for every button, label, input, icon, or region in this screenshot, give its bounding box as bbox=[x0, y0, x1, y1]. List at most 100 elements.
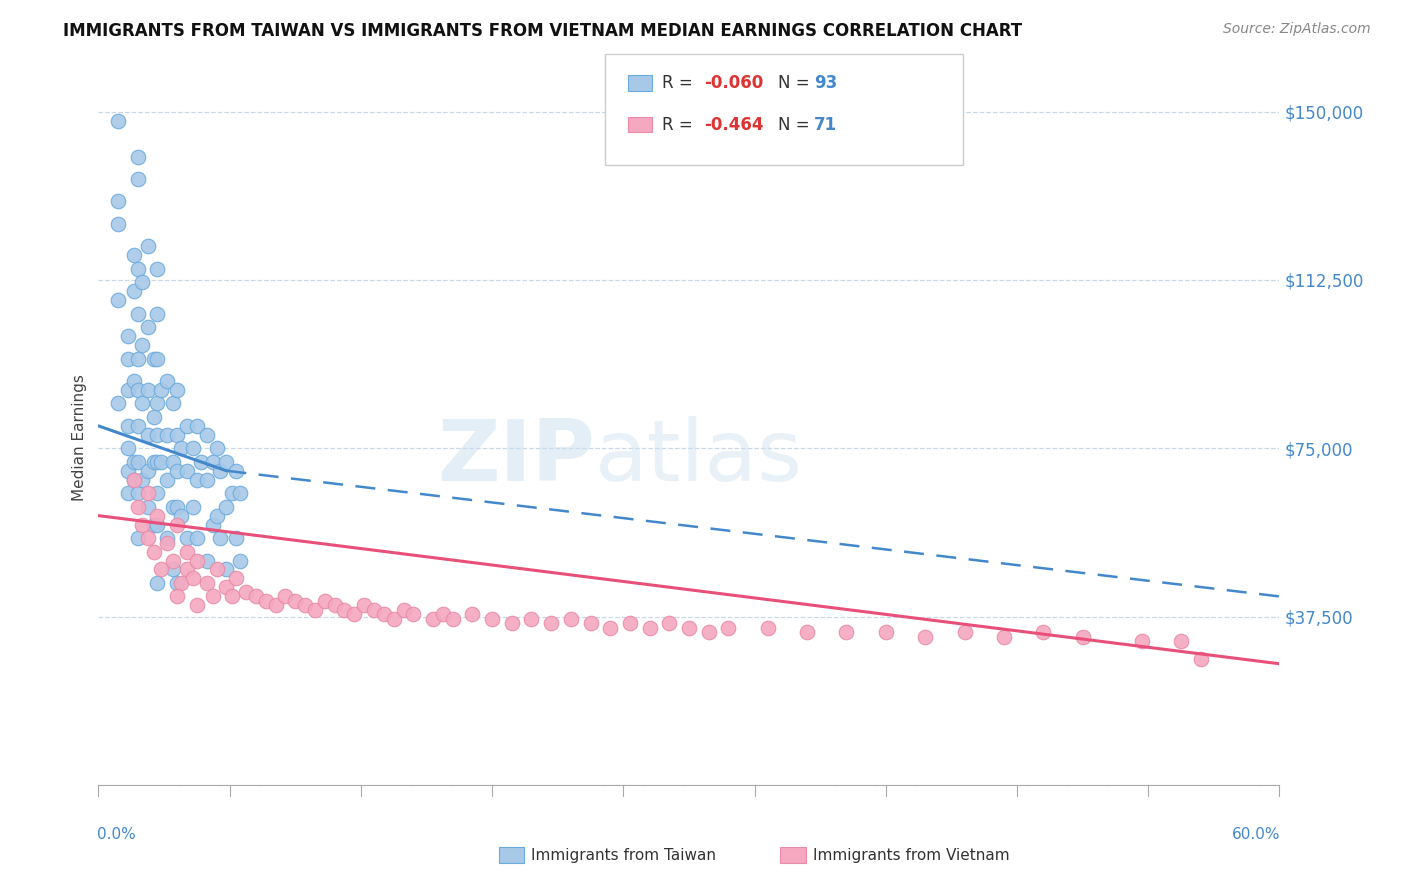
Point bbox=[127, 455, 149, 469]
Point bbox=[186, 531, 208, 545]
Point bbox=[136, 320, 159, 334]
Point bbox=[146, 455, 169, 469]
Point bbox=[181, 500, 204, 514]
Point bbox=[150, 562, 173, 576]
Point bbox=[274, 590, 297, 604]
Point bbox=[156, 535, 179, 549]
Point bbox=[432, 607, 454, 622]
Point bbox=[186, 473, 208, 487]
Point bbox=[166, 590, 188, 604]
Point bbox=[658, 616, 681, 631]
Point bbox=[127, 418, 149, 433]
Point bbox=[835, 625, 858, 640]
Point bbox=[176, 418, 198, 433]
Point bbox=[131, 473, 153, 487]
Text: 93: 93 bbox=[814, 74, 838, 92]
Point bbox=[225, 531, 247, 545]
Y-axis label: Median Earnings: Median Earnings bbox=[72, 374, 87, 500]
Point bbox=[142, 517, 165, 532]
Point bbox=[215, 455, 238, 469]
Point bbox=[166, 427, 188, 442]
Point bbox=[127, 383, 149, 397]
Point bbox=[166, 500, 188, 514]
Point bbox=[221, 486, 243, 500]
Point bbox=[195, 427, 218, 442]
Point bbox=[314, 594, 336, 608]
Point bbox=[156, 473, 179, 487]
Point bbox=[638, 621, 661, 635]
Point bbox=[146, 261, 169, 276]
Point bbox=[127, 351, 149, 366]
Point bbox=[127, 531, 149, 545]
Text: 60.0%: 60.0% bbox=[1232, 827, 1281, 842]
Point bbox=[166, 576, 188, 591]
Point bbox=[162, 455, 184, 469]
Point bbox=[264, 599, 287, 613]
Text: Immigrants from Taiwan: Immigrants from Taiwan bbox=[531, 848, 717, 863]
Point bbox=[170, 442, 193, 456]
Point bbox=[619, 616, 641, 631]
Point bbox=[127, 149, 149, 163]
Point bbox=[142, 544, 165, 558]
Text: Immigrants from Vietnam: Immigrants from Vietnam bbox=[813, 848, 1010, 863]
Point bbox=[127, 307, 149, 321]
Point bbox=[170, 508, 193, 523]
Point bbox=[122, 473, 145, 487]
Point bbox=[235, 585, 257, 599]
Point bbox=[186, 418, 208, 433]
Point bbox=[176, 464, 198, 478]
Point bbox=[146, 576, 169, 591]
Point bbox=[131, 517, 153, 532]
Point bbox=[205, 562, 228, 576]
Point bbox=[166, 383, 188, 397]
Point bbox=[304, 603, 326, 617]
Text: 71: 71 bbox=[814, 116, 837, 134]
Point bbox=[201, 455, 224, 469]
Point bbox=[107, 217, 129, 231]
Point bbox=[254, 594, 277, 608]
Point bbox=[127, 486, 149, 500]
Text: ZIP: ZIP bbox=[437, 417, 595, 500]
Point bbox=[678, 621, 700, 635]
Point bbox=[162, 562, 184, 576]
Point bbox=[195, 553, 218, 567]
Point bbox=[136, 531, 159, 545]
Point bbox=[560, 612, 582, 626]
Point bbox=[146, 307, 169, 321]
Point bbox=[162, 500, 184, 514]
Text: Source: ZipAtlas.com: Source: ZipAtlas.com bbox=[1223, 22, 1371, 37]
Point bbox=[166, 464, 188, 478]
Text: atlas: atlas bbox=[595, 417, 803, 500]
Point bbox=[181, 442, 204, 456]
Point bbox=[127, 172, 149, 186]
Point bbox=[221, 590, 243, 604]
Point bbox=[333, 603, 356, 617]
Point bbox=[294, 599, 316, 613]
Point bbox=[150, 455, 173, 469]
Point bbox=[136, 464, 159, 478]
Point bbox=[195, 576, 218, 591]
Point bbox=[195, 473, 218, 487]
Point bbox=[953, 625, 976, 640]
Point bbox=[131, 275, 153, 289]
Point bbox=[422, 612, 444, 626]
Point bbox=[796, 625, 818, 640]
Point bbox=[756, 621, 779, 635]
Point bbox=[181, 572, 204, 586]
Point bbox=[176, 544, 198, 558]
Point bbox=[186, 599, 208, 613]
Point bbox=[107, 293, 129, 308]
Point bbox=[353, 599, 375, 613]
Point bbox=[1032, 625, 1054, 640]
Point bbox=[176, 562, 198, 576]
Text: N =: N = bbox=[778, 74, 814, 92]
Text: -0.060: -0.060 bbox=[704, 74, 763, 92]
Point bbox=[363, 603, 385, 617]
Point bbox=[117, 383, 139, 397]
Point bbox=[107, 194, 129, 209]
Point bbox=[717, 621, 740, 635]
Point bbox=[136, 486, 159, 500]
Point bbox=[156, 374, 179, 388]
Point bbox=[993, 630, 1015, 644]
Point bbox=[225, 572, 247, 586]
